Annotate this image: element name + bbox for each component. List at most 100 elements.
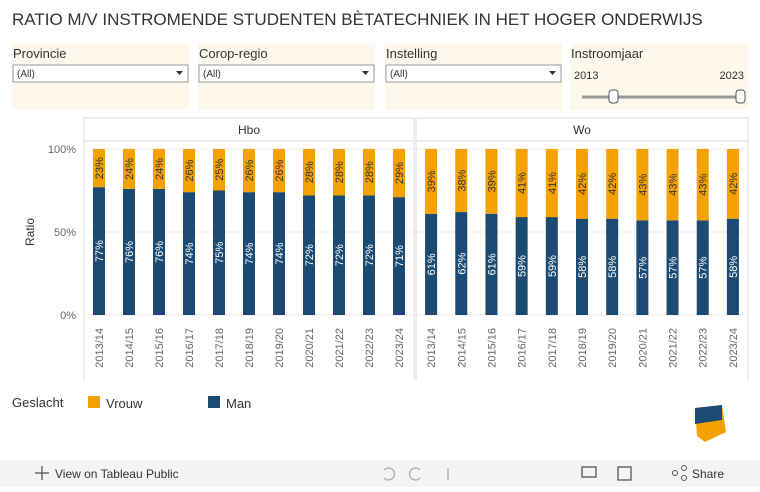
slider-handle[interactable] bbox=[608, 89, 619, 104]
bar-segment bbox=[213, 149, 225, 191]
x-tick-label: 2023/24 bbox=[728, 328, 740, 368]
bar-segment bbox=[213, 190, 225, 315]
bar-segment bbox=[606, 218, 619, 315]
bar-segment bbox=[485, 149, 498, 214]
bar-segment bbox=[666, 149, 679, 221]
dropdown[interactable] bbox=[12, 64, 189, 83]
value-label: 76% bbox=[154, 241, 166, 263]
filter-label: Instroomjaar bbox=[571, 46, 644, 61]
filter-panel bbox=[570, 43, 748, 110]
x-tick-label: 2019/20 bbox=[274, 328, 286, 368]
value-label: 57% bbox=[698, 256, 710, 278]
legend-label: Vrouw bbox=[106, 396, 143, 411]
value-label: 26% bbox=[184, 159, 196, 181]
x-tick-label: 2022/23 bbox=[698, 328, 710, 368]
filter-label: Corop-regio bbox=[199, 46, 268, 61]
bar-segment bbox=[485, 213, 498, 315]
x-tick-label: 2021/22 bbox=[334, 328, 346, 368]
value-label: 59% bbox=[547, 255, 559, 277]
dropdown[interactable] bbox=[385, 64, 562, 83]
bar-segment bbox=[363, 195, 375, 315]
share-button[interactable]: Share bbox=[692, 467, 724, 481]
x-tick-label: 2015/16 bbox=[486, 328, 498, 368]
x-tick-label: 2017/18 bbox=[547, 328, 559, 368]
legend-title: Geslacht bbox=[12, 395, 64, 410]
bar-segment bbox=[273, 149, 285, 193]
dropdown-arrow bbox=[176, 71, 183, 75]
value-label: 61% bbox=[486, 253, 498, 275]
x-tick-label: 2018/19 bbox=[244, 328, 256, 368]
value-label: 72% bbox=[364, 244, 376, 266]
x-tick-label: 2020/21 bbox=[304, 328, 316, 368]
value-label: 74% bbox=[274, 242, 286, 264]
x-tick-label: 2022/23 bbox=[364, 328, 376, 368]
bar-segment bbox=[425, 213, 438, 315]
value-label: 57% bbox=[637, 256, 649, 278]
value-label: 41% bbox=[547, 172, 559, 194]
bar-segment bbox=[123, 149, 135, 189]
bar-segment bbox=[393, 149, 405, 198]
bar-segment bbox=[545, 149, 558, 218]
value-label: 43% bbox=[637, 173, 649, 195]
bar-segment bbox=[726, 149, 739, 219]
filters: Provincie (All) Corop-regio (All) Instelling… bbox=[12, 43, 562, 110]
x-tick-label: 2014/15 bbox=[456, 328, 468, 368]
panel-header: Hbo bbox=[238, 123, 260, 137]
value-label: 42% bbox=[577, 173, 589, 195]
bar-segment bbox=[666, 220, 679, 315]
x-tick-label: 2017/18 bbox=[214, 328, 226, 368]
chart: Ratio 0% 50% 100% Hbo 2013/14 77% 23% 2014/15 76%… bbox=[12, 117, 749, 411]
value-label: 29% bbox=[394, 162, 406, 184]
bar-segment bbox=[576, 149, 588, 219]
x-tick-label: 2023/24 bbox=[394, 328, 406, 368]
value-label: 39% bbox=[426, 170, 438, 192]
bar-segment bbox=[606, 149, 619, 219]
y-tick-label: 50% bbox=[54, 227, 76, 239]
slider-max: 2023 bbox=[720, 70, 744, 82]
logo bbox=[695, 405, 726, 442]
dropdown-arrow bbox=[549, 71, 556, 75]
bar-segment bbox=[153, 188, 165, 315]
bar-segment bbox=[303, 149, 315, 196]
value-label: 28% bbox=[304, 161, 316, 183]
filter-label: Instelling bbox=[386, 46, 437, 61]
dropdown-value: (All) bbox=[390, 69, 408, 80]
value-label: 43% bbox=[698, 173, 710, 195]
bar-segment bbox=[545, 217, 558, 315]
value-label: 57% bbox=[668, 256, 680, 278]
x-tick-label: 2015/16 bbox=[154, 328, 166, 368]
bar-segment bbox=[393, 197, 405, 315]
value-label: 28% bbox=[334, 161, 346, 183]
x-tick-label: 2014/15 bbox=[124, 328, 136, 368]
footer-bar bbox=[0, 460, 760, 487]
x-tick-label: 2016/17 bbox=[184, 328, 196, 368]
value-label: 58% bbox=[577, 256, 589, 278]
tableau-link[interactable]: View on Tableau Public bbox=[55, 467, 179, 481]
value-label: 41% bbox=[517, 172, 529, 194]
dropdown[interactable] bbox=[198, 64, 375, 83]
bar-segment bbox=[243, 192, 255, 315]
value-label: 58% bbox=[607, 256, 619, 278]
bar-segment bbox=[363, 149, 375, 196]
bar-segment bbox=[93, 187, 105, 315]
bar-segment bbox=[696, 149, 709, 221]
slider-handle[interactable] bbox=[735, 89, 746, 104]
y-axis-title: Ratio bbox=[23, 218, 37, 246]
value-label: 74% bbox=[244, 242, 256, 264]
value-label: 39% bbox=[486, 170, 498, 192]
bar-segment bbox=[333, 195, 345, 315]
x-tick-label: 2020/21 bbox=[637, 328, 649, 368]
bar-segment bbox=[515, 149, 528, 218]
x-tick-label: 2021/22 bbox=[668, 328, 680, 368]
x-tick-label: 2013/14 bbox=[94, 328, 106, 368]
value-label: 23% bbox=[94, 157, 106, 179]
value-label: 24% bbox=[154, 158, 166, 180]
bar-segment bbox=[183, 192, 195, 315]
value-label: 58% bbox=[728, 256, 740, 278]
dropdown-arrow bbox=[362, 71, 369, 75]
value-label: 74% bbox=[184, 242, 196, 264]
toolbar-icons bbox=[383, 466, 632, 481]
slider-min: 2013 bbox=[574, 70, 598, 82]
bar-segment bbox=[455, 149, 468, 213]
value-label: 38% bbox=[456, 169, 468, 191]
